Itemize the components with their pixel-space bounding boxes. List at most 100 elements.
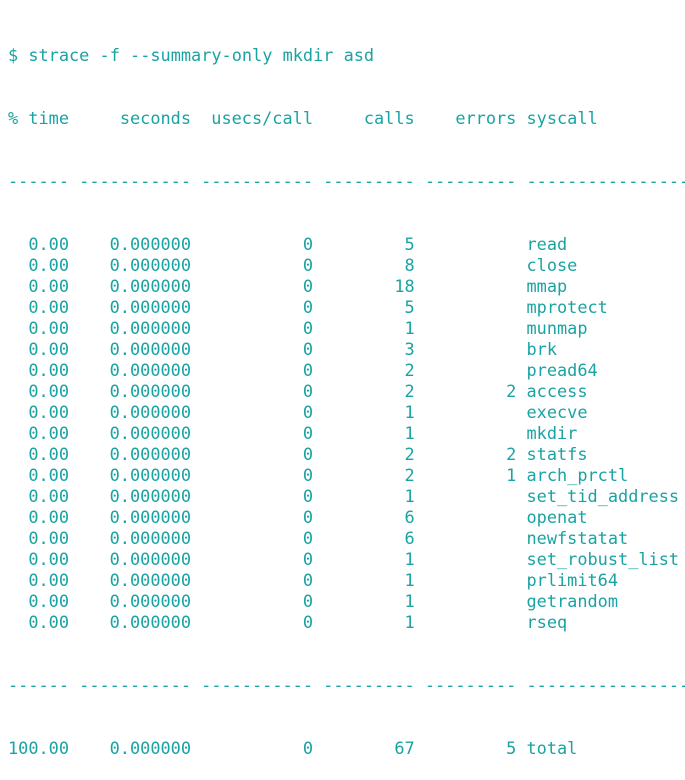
cell-seconds: 0.000000 <box>79 234 191 255</box>
separator-dashes: --------- <box>425 171 517 192</box>
cell-calls: 5 <box>323 297 415 318</box>
cell-usecs: 0 <box>201 507 313 528</box>
cell-usecs: 0 <box>201 444 313 465</box>
cell-time: 0.00 <box>8 360 69 381</box>
header-syscall: syscall <box>527 108 598 129</box>
cell-usecs: 0 <box>201 486 313 507</box>
header-seconds: seconds <box>79 108 191 129</box>
cell-syscall: set_robust_list <box>527 549 680 570</box>
cell-seconds: 0.000000 <box>79 444 191 465</box>
cell-time: 0.00 <box>8 549 69 570</box>
cell-time: 0.00 <box>8 528 69 549</box>
cell-seconds: 0.000000 <box>79 507 191 528</box>
cell-usecs: 0 <box>201 402 313 423</box>
header-errors: errors <box>425 108 517 129</box>
cell-usecs: 0 <box>201 423 313 444</box>
cell-time: 0.00 <box>8 297 69 318</box>
cell-time: 0.00 <box>8 486 69 507</box>
cell-usecs: 0 <box>201 318 313 339</box>
cell-calls: 18 <box>323 276 415 297</box>
cell-usecs: 0 <box>201 570 313 591</box>
cell-calls: 8 <box>323 255 415 276</box>
cell-calls: 1 <box>323 486 415 507</box>
cell-seconds: 0.000000 <box>79 591 191 612</box>
cell-calls: 2 <box>323 381 415 402</box>
separator-dashes: ----------- <box>201 171 313 192</box>
cell-seconds: 0.000000 <box>79 612 191 633</box>
cell-syscall: getrandom <box>527 591 619 612</box>
cell-errors: 2 <box>425 381 517 402</box>
cell-usecs: 0 <box>201 612 313 633</box>
cell-seconds: 0.000000 <box>79 465 191 486</box>
cell-usecs: 0 <box>201 465 313 486</box>
cell-syscall: munmap <box>527 318 588 339</box>
cell-seconds: 0.000000 <box>79 486 191 507</box>
cell-seconds: 0.000000 <box>79 255 191 276</box>
cell-seconds: 0.000000 <box>79 339 191 360</box>
cell-usecs: 0 <box>201 234 313 255</box>
separator-dashes: --------- <box>323 171 415 192</box>
cell-calls: 6 <box>323 528 415 549</box>
cell-time: 0.00 <box>8 570 69 591</box>
cell-time: 0.00 <box>8 381 69 402</box>
cell-syscall: pread64 <box>527 360 598 381</box>
cell-time: 0.00 <box>8 612 69 633</box>
cell-calls: 1 <box>323 549 415 570</box>
cell-syscall: arch_prctl <box>527 465 629 486</box>
cell-seconds: 0.000000 <box>79 570 191 591</box>
separator-dashes: ---------------- <box>527 675 685 696</box>
cell-syscall: rseq <box>527 612 568 633</box>
cell-syscall: statfs <box>527 444 588 465</box>
cell-calls: 6 <box>323 507 415 528</box>
cell-calls: 1 <box>323 570 415 591</box>
cell-time: 0.00 <box>8 276 69 297</box>
cell-errors: 1 <box>425 465 517 486</box>
cell-errors: 2 <box>425 444 517 465</box>
cell-syscall: newfstatat <box>527 528 629 549</box>
cell-seconds: 0.000000 <box>79 381 191 402</box>
separator-bottom: ----------------------------------------… <box>8 675 685 696</box>
cell-usecs: 0 <box>201 528 313 549</box>
separator-dashes: ----------- <box>201 675 313 696</box>
cell-calls: 1 <box>323 423 415 444</box>
cell-time: 0.00 <box>8 465 69 486</box>
separator-dashes: --------- <box>323 675 415 696</box>
cell-usecs: 0 <box>201 297 313 318</box>
cell-seconds: 0.000000 <box>79 297 191 318</box>
header-usecs: usecs/call <box>201 108 313 129</box>
cell-syscall: execve <box>527 402 588 423</box>
separator-dashes: ------ <box>8 171 69 192</box>
cell-syscall: brk <box>527 339 558 360</box>
cell-syscall: set_tid_address <box>527 486 680 507</box>
cell-calls: 2 <box>323 360 415 381</box>
cell-seconds: 0.000000 <box>79 318 191 339</box>
cell-seconds: 0.000000 <box>79 360 191 381</box>
cell-calls: 1 <box>323 402 415 423</box>
cell-usecs: 0 <box>201 339 313 360</box>
cell-seconds: 0.000000 <box>79 549 191 570</box>
cell-usecs: 0 <box>201 276 313 297</box>
cell-time: 0.00 <box>8 339 69 360</box>
cell-usecs: 0 <box>201 591 313 612</box>
total-usecs: 0 <box>201 738 313 759</box>
separator-dashes: ------ <box>8 675 69 696</box>
separator-dashes: ---------------- <box>527 171 685 192</box>
total-seconds: 0.000000 <box>79 738 191 759</box>
total-calls: 67 <box>323 738 415 759</box>
cell-calls: 2 <box>323 465 415 486</box>
cell-syscall: access <box>527 381 588 402</box>
cell-usecs: 0 <box>201 255 313 276</box>
